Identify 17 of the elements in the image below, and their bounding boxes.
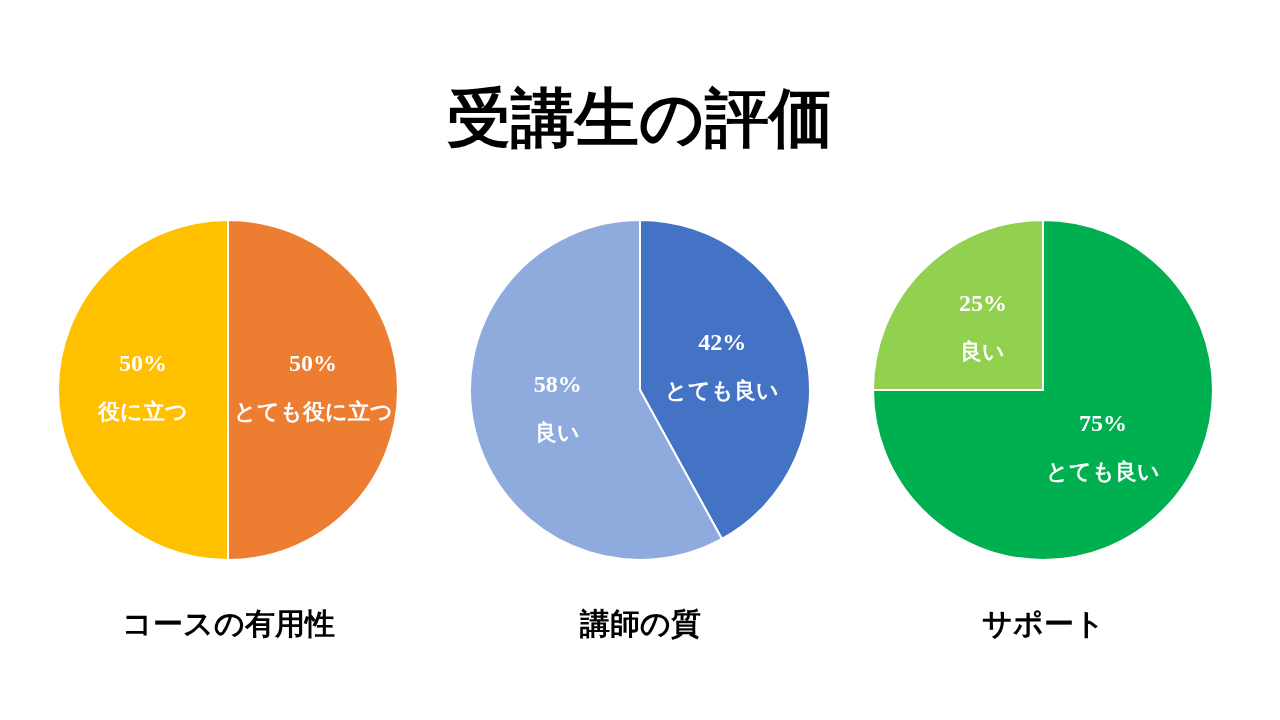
text: サポート: [981, 607, 1105, 640]
text: コースの有用性: [121, 607, 335, 640]
data-label: 50%: [289, 350, 337, 376]
pie-slice: [872, 219, 1214, 561]
text: 講師の質: [578, 607, 701, 640]
text: 受講生の評価: [446, 81, 834, 156]
slice-label: とても良い: [665, 377, 780, 403]
data-label: 25%: [958, 289, 1007, 316]
slice-label: とても良い: [1046, 459, 1161, 485]
data-label: 75%: [1079, 410, 1128, 437]
slice-label: 良い: [535, 420, 581, 446]
slice-label: 役に立つ: [97, 399, 188, 424]
slice-label: 良い: [960, 338, 1006, 364]
data-label: 50%: [119, 350, 167, 376]
data-label: 58%: [533, 371, 582, 398]
data-label: 42%: [698, 328, 747, 355]
slice-label: とても役に立つ: [233, 399, 393, 424]
